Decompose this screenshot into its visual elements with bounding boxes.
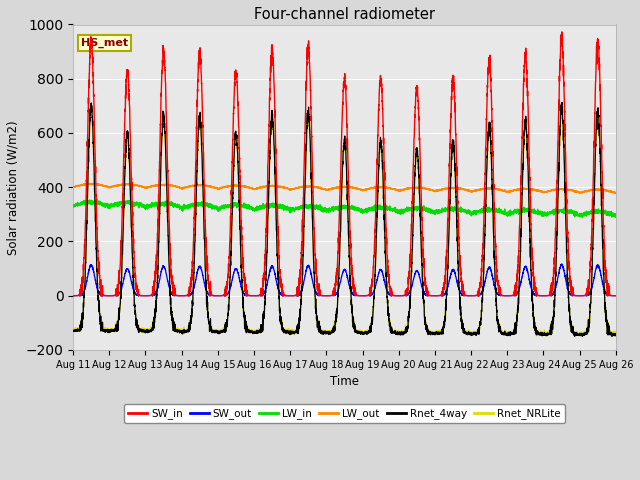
- Title: Four-channel radiometer: Four-channel radiometer: [254, 7, 435, 22]
- Text: HS_met: HS_met: [81, 37, 129, 48]
- X-axis label: Time: Time: [330, 375, 359, 388]
- Legend: SW_in, SW_out, LW_in, LW_out, Rnet_4way, Rnet_NRLite: SW_in, SW_out, LW_in, LW_out, Rnet_4way,…: [124, 404, 565, 423]
- Y-axis label: Solar radiation (W/m2): Solar radiation (W/m2): [7, 120, 20, 254]
